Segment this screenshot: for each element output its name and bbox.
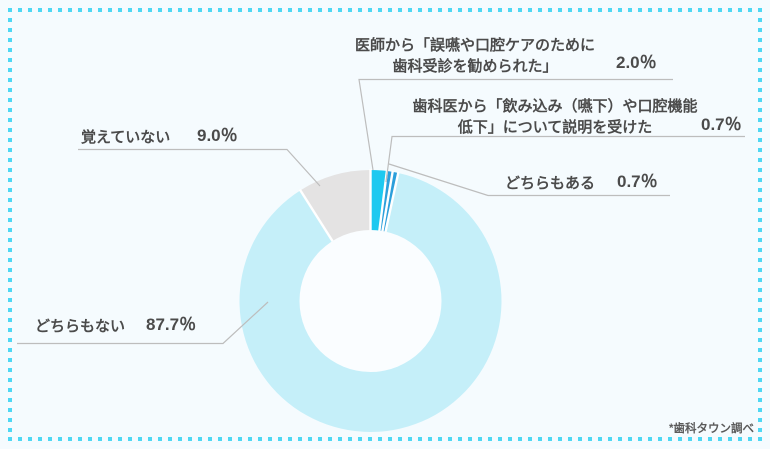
callout-dentist-percent: 0.7％: [701, 115, 742, 134]
callout-both-percent: 0.7％: [617, 172, 658, 191]
leader-line-dentist: [385, 135, 745, 183]
callout-none: どちらもない: [35, 318, 126, 335]
leader-line-none: [17, 301, 269, 345]
callout-doctor-line2: 歯科受診を勧められた」: [392, 58, 558, 75]
callout-doctor-percent: 2.0％: [616, 53, 657, 72]
callout-dentist-line2: 低下」について説明を受けた: [457, 119, 653, 136]
callout-doctor: 医師から「誤嚥や口腔ケアのために 歯科受診を勧められた」: [345, 35, 605, 77]
leader-line-both: [388, 163, 670, 197]
callout-lines: [17, 78, 745, 345]
callout-not-remember: 覚えていない: [81, 129, 171, 146]
callout-none-percent: 87.7％: [146, 315, 197, 334]
leader-line-not-remember: [78, 148, 321, 187]
callout-not-remember-percent: 9.0％: [197, 126, 238, 145]
callout-both: どちらもある: [505, 175, 596, 192]
callout-doctor-line1: 医師から「誤嚥や口腔ケアのために: [354, 37, 595, 54]
donut-slices: [239, 169, 502, 432]
callout-dentist-line1: 歯科医から「飲み込み（嚥下）や口腔機能: [412, 98, 698, 115]
source-note: *歯科タウン調べ: [669, 423, 754, 435]
donut-hole: [299, 230, 442, 372]
leader-line-doctor: [358, 78, 673, 171]
callout-dentist: 歯科医から「飲み込み（嚥下）や口腔機能 低下」について説明を受けた: [405, 96, 705, 138]
